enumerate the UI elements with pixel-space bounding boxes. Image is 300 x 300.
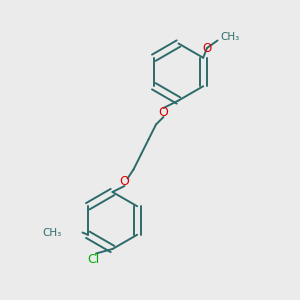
Text: O: O: [202, 41, 211, 55]
Text: CH₃: CH₃: [220, 32, 240, 43]
Text: CH₃: CH₃: [42, 227, 62, 238]
Text: O: O: [120, 175, 129, 188]
Text: O: O: [159, 106, 168, 119]
Text: Cl: Cl: [87, 253, 99, 266]
